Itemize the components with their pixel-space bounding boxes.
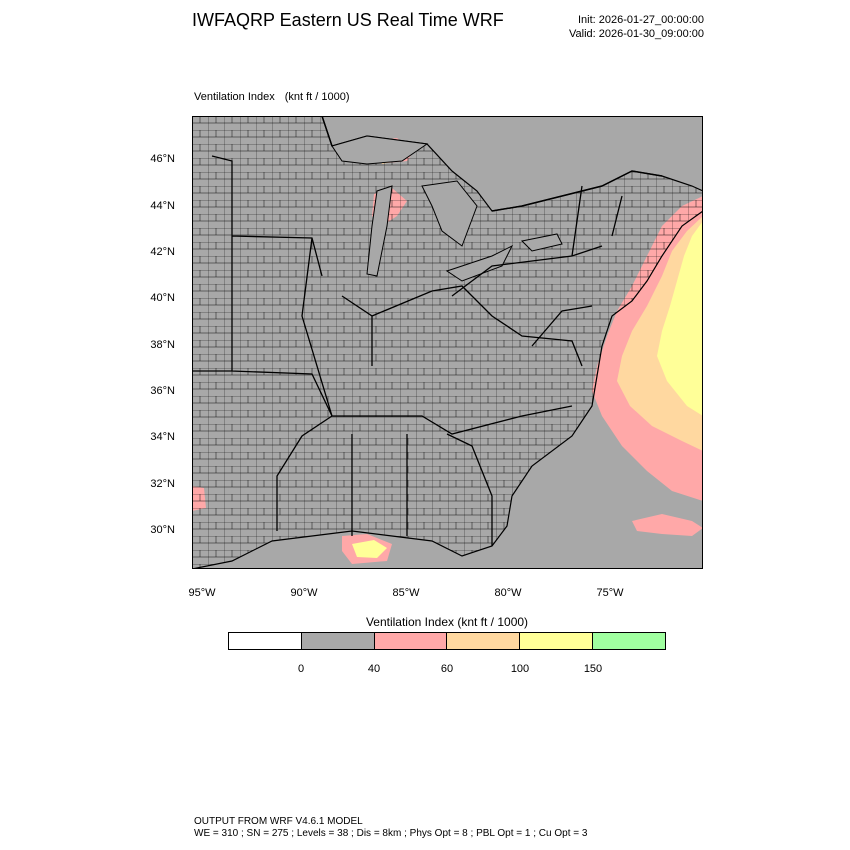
model-info-line2: WE = 310 ; SN = 275 ; Levels = 38 ; Dis … bbox=[194, 828, 588, 839]
colorbar-segment bbox=[301, 633, 375, 649]
model-info-line1: OUTPUT FROM WRF V4.6.1 MODEL bbox=[194, 816, 363, 827]
lat-label: 38°N bbox=[150, 339, 175, 351]
lat-label: 32°N bbox=[150, 478, 175, 490]
state-borders bbox=[192, 155, 623, 546]
map-frame bbox=[192, 116, 703, 569]
colorbar-title: Ventilation Index (knt ft / 1000) bbox=[365, 615, 529, 629]
field-name: Ventilation Index bbox=[194, 91, 275, 103]
lat-label: 36°N bbox=[150, 385, 175, 397]
colorbar-label: 60 bbox=[440, 663, 454, 675]
map-panel bbox=[192, 116, 703, 569]
lon-label: 95°W bbox=[188, 587, 216, 599]
lake-huron bbox=[421, 180, 478, 247]
ocean-south-patch bbox=[632, 514, 703, 536]
colorbar-label: 150 bbox=[583, 663, 603, 675]
lat-label: 34°N bbox=[150, 431, 175, 443]
colorbar-label: 100 bbox=[510, 663, 530, 675]
field-units: (knt ft / 1000) bbox=[284, 91, 350, 103]
colorbar bbox=[228, 632, 666, 650]
model-info: OUTPUT FROM WRF V4.6.1 MODEL WE = 310 ; … bbox=[194, 816, 587, 840]
lon-label: 80°W bbox=[494, 587, 522, 599]
field-label: Ventilation Index (knt ft / 1000) bbox=[194, 91, 350, 103]
lake-ontario bbox=[520, 233, 563, 252]
lat-label: 44°N bbox=[150, 200, 175, 212]
lat-label: 40°N bbox=[150, 292, 175, 304]
colorbar-segment bbox=[593, 633, 665, 649]
init-time: Init: 2026-01-27_00:00:00 bbox=[578, 14, 704, 26]
lat-label: 42°N bbox=[150, 246, 175, 258]
lake-superior bbox=[331, 135, 429, 165]
map-title: IWFAQRP Eastern US Real Time WRF bbox=[192, 10, 504, 30]
run-times: Init: 2026-01-27_00:00:00 Valid: 2026-01… bbox=[569, 13, 704, 41]
canada-border bbox=[321, 116, 663, 212]
lon-label: 75°W bbox=[596, 587, 624, 599]
lat-label: 30°N bbox=[150, 524, 175, 536]
colorbar-segment bbox=[447, 633, 521, 649]
lat-label: 46°N bbox=[150, 153, 175, 165]
gulf-high-patch bbox=[352, 540, 387, 558]
colorbar-label: 40 bbox=[367, 663, 381, 675]
lake-erie bbox=[445, 244, 514, 282]
colorbar-label: 0 bbox=[297, 663, 305, 675]
lon-label: 90°W bbox=[290, 587, 318, 599]
valid-time: Valid: 2026-01-30_09:00:00 bbox=[569, 28, 704, 40]
ocean-high-band bbox=[657, 221, 703, 416]
lon-label: 85°W bbox=[392, 587, 420, 599]
colorbar-segment bbox=[520, 633, 594, 649]
lake-michigan bbox=[366, 185, 393, 277]
colorbar-segment bbox=[374, 633, 448, 649]
colorbar-segment bbox=[229, 633, 302, 649]
